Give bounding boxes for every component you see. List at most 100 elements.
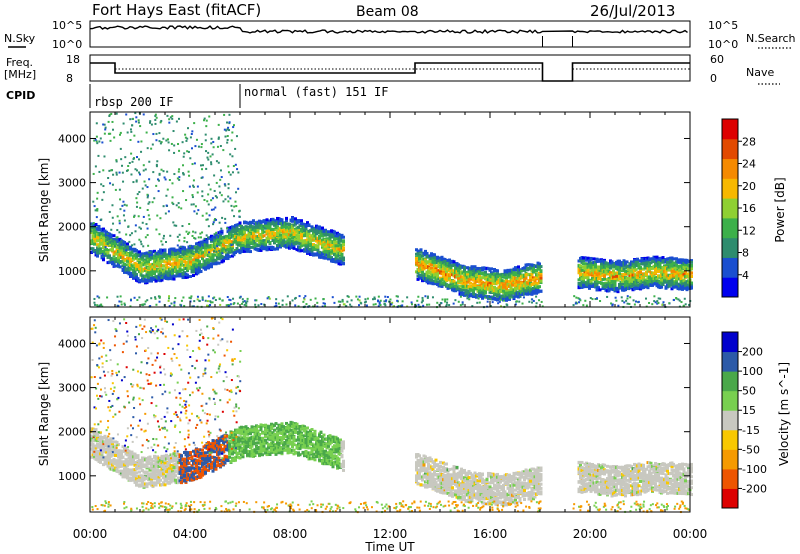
power-cell [271,238,275,242]
power-cell [134,224,137,227]
power-cell [265,225,269,229]
power-cell [526,284,529,288]
power-cell [102,256,105,260]
power-cell [502,289,505,293]
power-cell [280,244,284,248]
power-cell [328,240,332,244]
power-cell [615,274,618,278]
power-cell [464,270,468,274]
power-cell [222,200,225,203]
power-cell [103,123,106,126]
power-cell [167,210,170,213]
power-cell [424,259,427,263]
power-cell [443,280,447,284]
power-cell [331,246,335,250]
power-cell [148,160,151,163]
power-cell [171,250,174,254]
power-cell [230,249,233,252]
power-cell [101,141,104,144]
power-cell [238,210,241,213]
power-cell [171,196,174,199]
power-cell [268,224,272,228]
power-cell [256,228,260,232]
power-cell [153,272,156,276]
noise-line [89,25,688,34]
power-cell [654,262,657,266]
power-cell [582,258,585,262]
power-cell [108,210,111,213]
power-cell [324,256,327,260]
freq-label: Freq. [6,56,33,69]
power-cell [288,237,291,241]
power-cell [603,286,606,290]
power-cell [147,214,150,217]
power-cell [237,171,240,174]
power-cell [231,209,234,212]
power-cell [324,228,327,232]
power-cell [238,232,242,236]
power-cell [577,286,581,290]
power-cell [340,252,344,256]
power-cell [231,235,234,238]
power-cell [336,249,339,253]
power-cell [193,210,196,213]
power-cell [634,268,638,272]
power-cell [306,245,309,249]
power-cell [127,270,131,274]
power-cell [337,259,341,263]
power-cell [246,225,249,229]
power-cell [259,248,263,252]
power-cell [327,247,330,251]
power-cell [250,221,254,225]
noise-tick-bottom: 10^0 [52,38,82,51]
power-cell [110,112,113,115]
power-cell [452,263,456,267]
power-cell [502,283,505,287]
power-cell [165,139,168,142]
power-cell [539,269,543,273]
power-cell [216,145,219,148]
power-cell [592,278,596,282]
power-cell [226,253,230,257]
station-title: Fort Hays East (fitACF) [92,1,261,19]
power-cell [630,284,633,288]
power-cell [228,237,231,241]
power-cell [102,227,105,231]
power-cell [433,282,436,286]
power-cell [342,235,345,239]
power-cell [177,170,180,173]
power-cell [321,252,324,256]
power-cell [204,133,207,136]
power-cell [100,183,103,186]
power-cell [461,288,465,292]
power-cell [234,200,237,203]
power-cell [238,251,242,255]
power-cell [292,234,296,238]
power-cell [619,263,623,267]
power-cell [212,250,215,253]
power-cell [126,242,129,246]
power-cell [138,158,141,161]
power-cell [685,272,689,276]
power-cell [224,198,227,201]
cpid-mode-2: normal (fast) 151 IF [244,85,389,99]
power-cell [440,284,444,288]
power-cell [633,258,636,262]
power-cell [241,241,245,245]
power-cell [625,270,629,274]
power-cell [604,261,608,265]
power-cell [168,149,171,152]
power-cell [476,269,480,273]
power-cell [192,179,195,182]
power-cell [527,273,531,277]
power-cell [145,131,148,134]
power-cell [292,235,296,239]
power-cell [603,277,606,281]
power-cell [322,250,326,254]
power-cell [180,260,183,264]
power-cell [144,168,147,171]
power-cell [280,219,284,223]
power-cell [523,268,526,272]
power-cell [218,249,221,252]
power-cell [124,263,128,267]
